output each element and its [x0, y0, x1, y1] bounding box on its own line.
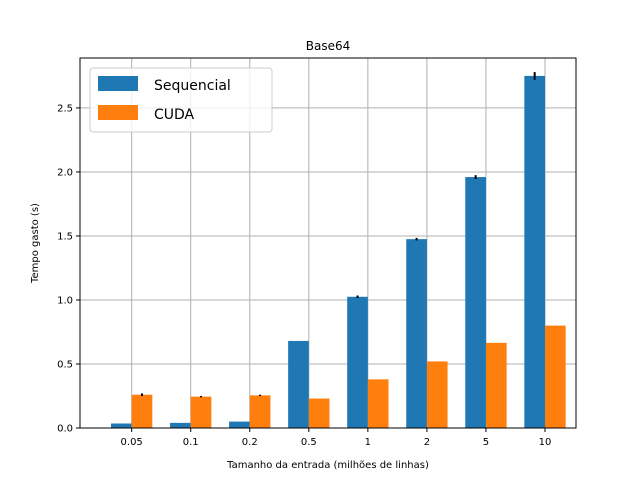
y-tick-label: 1.0: [57, 295, 73, 306]
bar-cuda: [190, 396, 212, 428]
axis-ticks: 0.0 0.5 1.0 1.5 2.0 2.5 0.05 0.1 0.2 0.5 1 2 5 10: [57, 103, 551, 448]
x-tick-label: 0.05: [121, 437, 143, 448]
x-tick-label: 0.1: [183, 437, 199, 448]
legend: Sequencial CUDA: [89, 67, 273, 133]
bar-sequencial: [288, 340, 309, 428]
y-tick-label: 0.5: [57, 359, 73, 370]
legend-label-sequencial: Sequencial: [154, 78, 231, 94]
bar-sequencial: [347, 296, 368, 428]
legend-swatch-sequencial: [98, 76, 138, 91]
y-tick-label: 1.5: [57, 231, 73, 242]
x-tick-label: 1: [365, 437, 371, 448]
bar-sequencial: [406, 239, 427, 428]
chart-title: Base64: [306, 39, 351, 53]
y-axis-label: Tempo gasto (s): [30, 203, 41, 284]
x-tick-label: 10: [539, 437, 552, 448]
x-tick-label: 5: [483, 437, 489, 448]
bar-cuda: [131, 394, 153, 428]
bar-cuda: [545, 325, 566, 428]
x-tick-label: 0.5: [301, 437, 317, 448]
x-axis-label: Tamanho da entrada (milhões de linhas): [226, 460, 429, 471]
bar-sequencial: [524, 75, 545, 428]
plot-frame: [79, 57, 577, 429]
error-bars: [141, 72, 536, 398]
bar-sequencial: [111, 423, 132, 428]
bars: [111, 75, 566, 428]
bar-cuda: [308, 398, 330, 428]
bar-sequencial: [229, 421, 250, 428]
bar-cuda: [367, 379, 389, 428]
x-tick-label: 0.2: [242, 437, 258, 448]
bar-sequencial: [170, 422, 191, 428]
y-tick-label: 0.0: [57, 424, 73, 435]
y-tick-label: 2.0: [57, 167, 73, 178]
bar-cuda: [426, 361, 448, 428]
legend-swatch-cuda: [98, 105, 138, 120]
bar-sequencial: [465, 177, 486, 428]
y-tick-label: 2.5: [57, 103, 73, 114]
legend-label-cuda: CUDA: [154, 107, 195, 123]
bar-cuda: [485, 342, 507, 428]
x-tick-label: 2: [424, 437, 430, 448]
bar-cuda: [249, 395, 271, 428]
